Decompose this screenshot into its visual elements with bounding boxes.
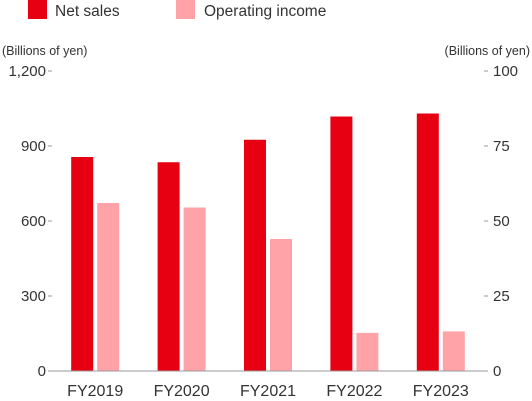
bar-net-sales — [416, 113, 439, 371]
y-right-tick-label: 0 — [493, 363, 501, 380]
bars — [71, 113, 465, 371]
y-axis-right-label: (Billions of yen) — [445, 44, 530, 58]
bar-operating-income — [356, 332, 379, 371]
legend-swatch-net-sales — [28, 0, 47, 19]
bar-net-sales — [244, 139, 266, 371]
x-category-label: FY2023 — [413, 383, 469, 400]
y-right-tick-label: 25 — [493, 288, 510, 305]
x-category-label: FY2019 — [67, 383, 123, 400]
y-right-tick-label: 50 — [493, 213, 510, 230]
legend-label-net-sales: Net sales — [55, 3, 120, 20]
x-category-label: FY2020 — [154, 383, 210, 400]
y-left-tick-label: 1,200 — [8, 63, 46, 80]
legend-label-operating-income: Operating income — [204, 3, 326, 20]
y-left-tick-label: 900 — [21, 138, 46, 155]
legend-swatch-operating-income — [176, 0, 195, 19]
y-right-tick-label: 75 — [493, 138, 510, 155]
y-axis-left-label: (Billions of yen) — [2, 44, 87, 58]
y-left-tick-label: 600 — [21, 213, 46, 230]
legend: Net sales Operating income — [28, 0, 326, 20]
bar-net-sales — [157, 162, 180, 371]
x-category-label: FY2022 — [326, 383, 382, 400]
bar-operating-income — [183, 207, 206, 371]
bar-net-sales — [330, 116, 353, 371]
y-left-tick-label: 300 — [21, 288, 46, 305]
bar-net-sales — [71, 157, 94, 371]
bar-operating-income — [442, 331, 465, 371]
y-left-tick-label: 0 — [38, 363, 46, 380]
x-axis-categories: FY2019 FY2020 FY2021 FY2022 FY2023 — [67, 383, 469, 400]
x-category-label: FY2021 — [240, 383, 296, 400]
bar-operating-income — [270, 239, 292, 371]
y-right-tick-label: 100 — [493, 63, 518, 80]
y-axis-left-ticks: 0 300 600 900 1,200 — [8, 63, 52, 380]
bar-operating-income — [97, 203, 120, 371]
y-axis-right-ticks: 0 25 50 75 100 — [484, 63, 518, 380]
